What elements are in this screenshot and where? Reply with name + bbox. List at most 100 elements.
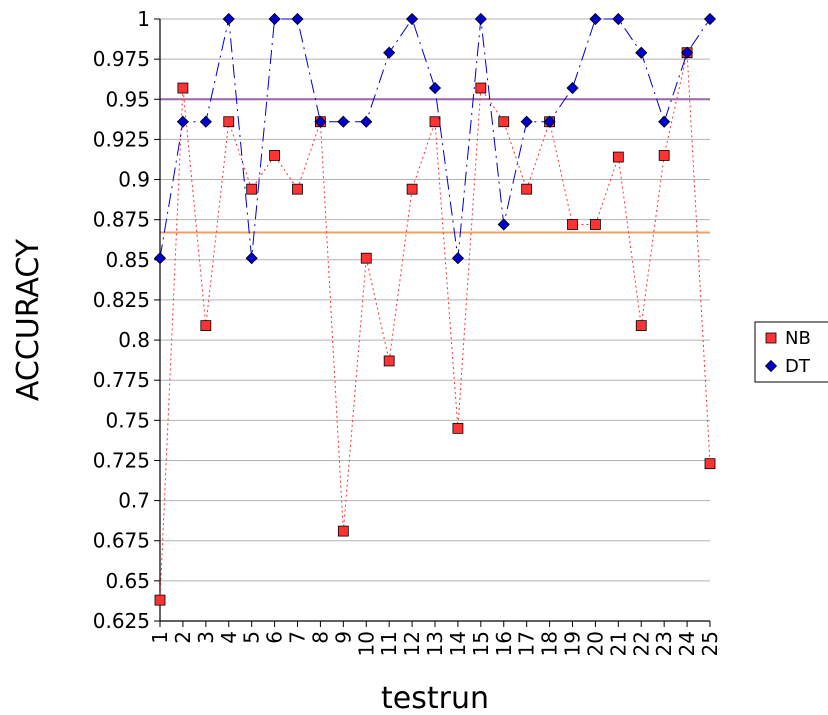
x-tick-label: 3: [194, 631, 218, 644]
y-tick-label: 0.95: [105, 87, 150, 111]
y-tick-label: 0.825: [93, 288, 150, 312]
point-dt: [176, 115, 189, 128]
x-tick-label: 23: [652, 631, 676, 656]
x-tick-label: 22: [629, 631, 653, 656]
x-tick-label: 10: [354, 631, 378, 656]
point-nb: [475, 82, 487, 94]
point-nb: [612, 151, 624, 163]
point-dt: [199, 115, 212, 128]
series-dt: [153, 12, 717, 265]
point-nb: [292, 183, 303, 195]
point-dt: [566, 81, 579, 95]
grid-lines: [160, 18, 710, 622]
x-tick-label: 1: [148, 631, 172, 644]
x-tick-label: 14: [446, 631, 470, 656]
x-tick-label: 12: [400, 631, 424, 656]
y-tick-label: 0.7: [118, 489, 150, 513]
legend-marker-nb: [765, 332, 777, 344]
point-nb: [567, 219, 578, 230]
point-dt: [153, 252, 167, 265]
x-tick-label: 19: [561, 631, 585, 656]
point-dt: [703, 12, 717, 26]
y-tick-label: 1: [137, 7, 150, 31]
x-tick-label: 24: [675, 631, 699, 656]
point-nb: [406, 183, 418, 195]
y-tick-label: 0.875: [93, 208, 150, 232]
point-dt: [681, 46, 694, 59]
point-dt: [406, 12, 419, 26]
point-nb: [223, 116, 235, 128]
point-nb: [383, 355, 395, 367]
point-nb: [337, 525, 349, 537]
series-line-nb: [159, 52, 711, 601]
x-tick-label: 2: [171, 631, 195, 644]
y-axis-title: ACCURACY: [11, 238, 46, 401]
x-tick-label: 17: [515, 631, 539, 656]
point-nb: [429, 116, 441, 128]
point-dt: [314, 115, 327, 128]
point-dt: [245, 252, 258, 265]
reference-lines: [160, 98, 710, 234]
point-nb: [246, 183, 258, 195]
point-dt: [337, 115, 350, 128]
legend: NB DT: [754, 321, 828, 383]
point-dt: [474, 12, 487, 26]
point-dt: [543, 115, 556, 128]
point-dt: [451, 252, 464, 265]
x-tick-label: 6: [263, 631, 287, 644]
point-nb: [452, 422, 464, 434]
point-nb: [154, 594, 166, 606]
y-tick-label: 0.925: [93, 127, 150, 151]
point-dt: [658, 115, 671, 128]
y-tick-label: 0.675: [93, 529, 150, 553]
y-tick-label: 0.65: [105, 569, 150, 593]
y-tick-label: 0.775: [93, 368, 150, 392]
point-nb: [200, 320, 212, 332]
point-nb: [658, 150, 670, 161]
point-nb: [521, 183, 533, 195]
point-nb: [590, 219, 601, 230]
legend-label-nb: NB: [785, 328, 811, 349]
point-dt: [520, 115, 533, 128]
y-tick-label: 0.85: [105, 248, 150, 272]
point-dt: [222, 12, 235, 26]
x-tick-label: 13: [423, 631, 447, 656]
point-nb: [360, 252, 372, 264]
x-tick-label: 16: [492, 631, 516, 656]
point-nb: [498, 116, 510, 128]
y-tick-label: 0.75: [105, 408, 150, 432]
legend-marker-dt: [764, 359, 778, 373]
x-tick-label: 25: [698, 631, 722, 656]
point-dt: [383, 46, 396, 59]
legend-box: [754, 321, 828, 383]
x-tick-label: 11: [377, 631, 401, 656]
x-axis-ticks: 1234567891011121314151617181920212223242…: [148, 621, 722, 656]
x-tick-label: 4: [217, 631, 241, 644]
x-tick-label: 21: [606, 631, 630, 656]
point-dt: [360, 115, 373, 128]
point-dt: [497, 218, 510, 231]
point-dt: [268, 12, 281, 26]
series-nb: [154, 47, 716, 606]
point-dt: [612, 12, 625, 26]
y-tick-label: 0.625: [93, 609, 150, 633]
x-tick-label: 5: [240, 631, 264, 644]
point-nb: [704, 458, 716, 470]
axes: [159, 19, 710, 622]
point-dt: [428, 81, 442, 95]
x-tick-label: 20: [583, 631, 607, 656]
point-nb: [635, 320, 647, 332]
y-tick-label: 0.975: [93, 47, 150, 71]
x-tick-label: 8: [308, 631, 332, 644]
x-tick-label: 18: [538, 631, 562, 656]
point-dt: [635, 46, 648, 59]
x-tick-label: 7: [286, 631, 310, 644]
y-tick-label: 0.725: [93, 448, 150, 472]
x-tick-label: 15: [469, 631, 493, 656]
point-dt: [291, 12, 304, 26]
series-layer: [153, 12, 717, 606]
x-tick-label: 9: [331, 631, 355, 644]
point-nb: [269, 150, 280, 161]
point-dt: [589, 12, 602, 26]
